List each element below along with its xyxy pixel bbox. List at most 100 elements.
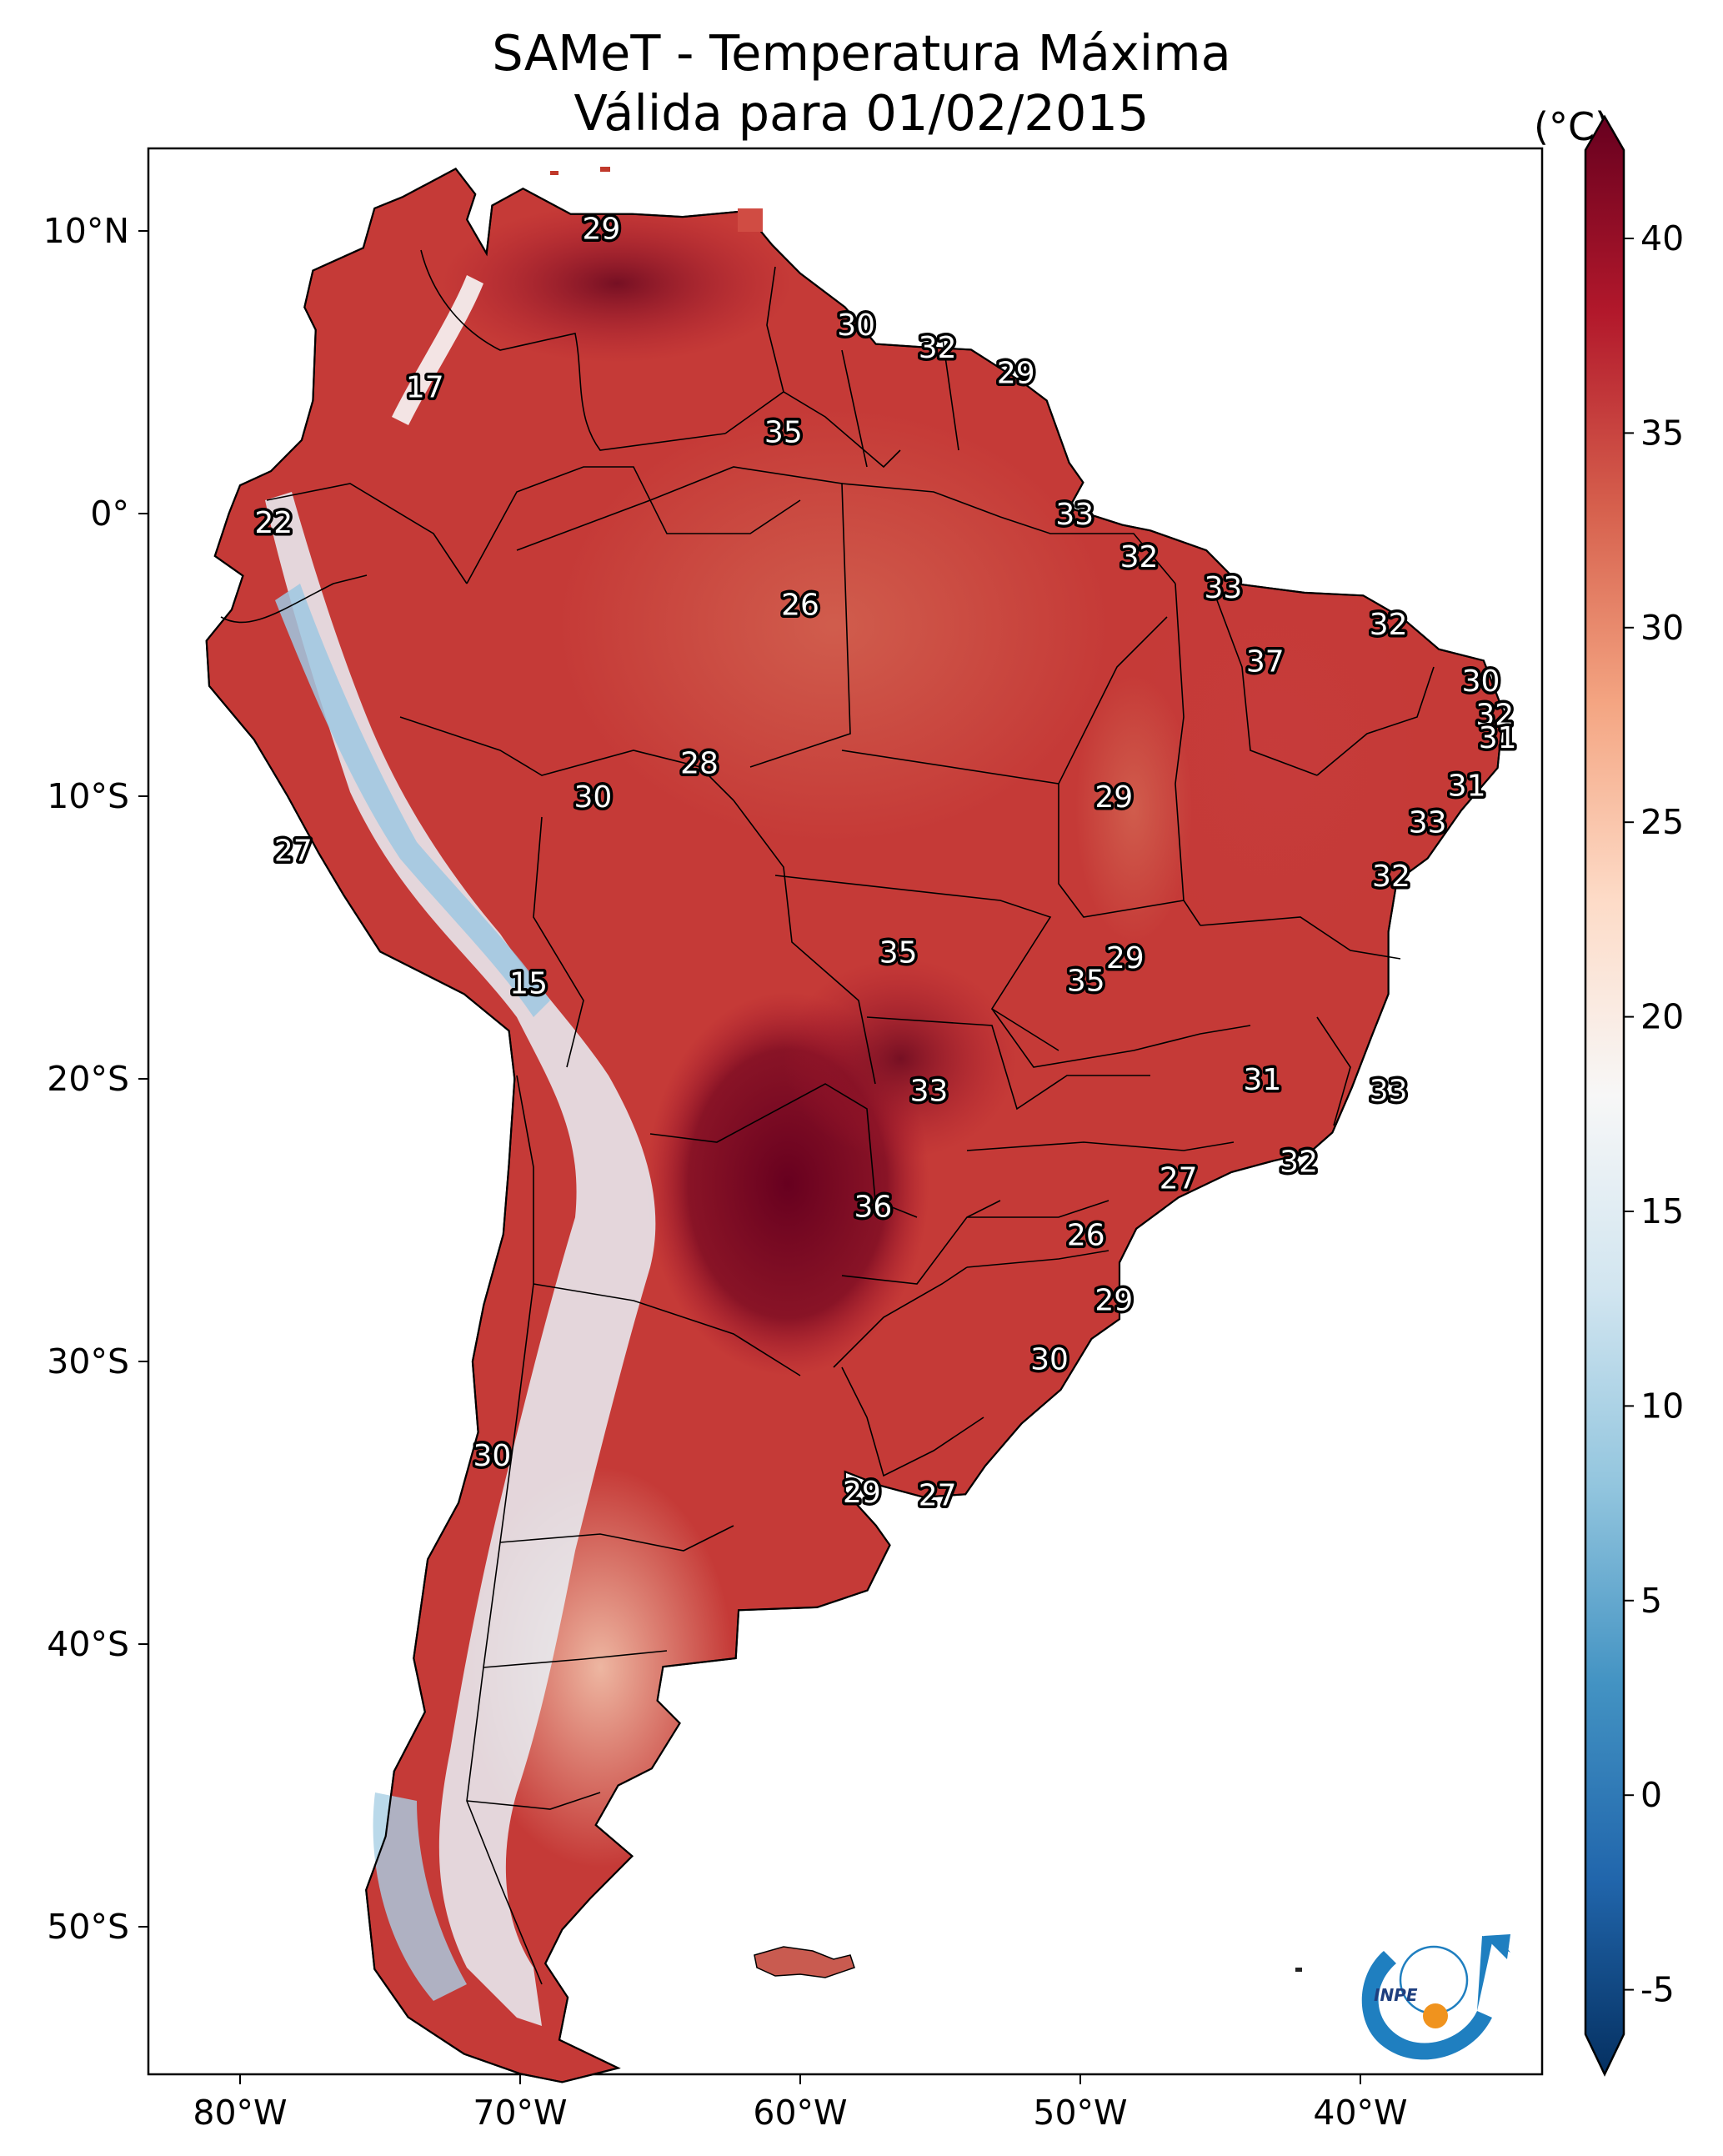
patagonia-cold-band	[373, 1792, 467, 2001]
lat-tick-label: 10°S	[47, 776, 129, 816]
temp-label-minas-gerais: 31	[1243, 1063, 1281, 1097]
border-sp-mg-rj	[966, 1141, 1235, 1151]
border-bahia-mg	[1200, 916, 1401, 960]
temp-label-tocantins: 29	[1094, 780, 1133, 815]
warm-zone-amazonia	[558, 409, 1109, 842]
temp-label-amapa: 33	[1055, 498, 1094, 532]
border-para-mato-grosso	[841, 616, 1168, 785]
warm-zone-northeast	[1125, 550, 1425, 950]
border-tocantins	[1058, 784, 1185, 918]
border-santa-catarina	[966, 1250, 1109, 1268]
falkland-islands	[754, 1946, 855, 1978]
lat-tick-label: 20°S	[47, 1059, 129, 1099]
colorbar-tick-label: -5	[1640, 1970, 1675, 2010]
colorbar-ticks: 40 35 30 25 20 15 10 5 0 -5	[1624, 218, 1684, 2010]
temp-label-goias: 35	[1067, 964, 1105, 998]
border-paraguay-brazil-south	[841, 1200, 1001, 1285]
border-goias-mg	[991, 1008, 1251, 1068]
colorbar-tick-label: 0	[1640, 1775, 1662, 1815]
border-es	[1316, 1016, 1351, 1126]
temp-label-uruguay-east: 27	[919, 1478, 957, 1512]
temp-label-amazonas: 26	[781, 588, 819, 622]
colorbar-bar	[1584, 114, 1625, 2077]
temp-label-bolivia-andes: 15	[509, 967, 548, 1001]
border-amazonas-para	[516, 466, 851, 768]
temp-label-rn: 30	[1462, 664, 1500, 699]
temp-label-sao-paulo: 27	[1160, 1162, 1198, 1196]
longitude-ticks: 80°W 70°W 60°W 50°W 40°W	[193, 2074, 1408, 2133]
colorbar-tick-label: 35	[1640, 413, 1684, 453]
border-venezuela-brazil	[724, 391, 901, 469]
temp-label-paraguay: 36	[854, 1191, 892, 1225]
border-bolivia-paraguay	[649, 1083, 918, 1218]
border-ecuador-peru	[220, 574, 368, 624]
lat-tick-label: 30°S	[47, 1341, 129, 1381]
heat-zone-mato-grosso-sul	[784, 959, 1017, 1159]
lat-tick-label: 50°S	[47, 1907, 129, 1947]
logo-sun-icon	[1423, 2003, 1448, 2028]
border-venezuela-guyana	[766, 266, 784, 393]
border-uruguay	[841, 1366, 984, 1477]
temp-label-piaui: 37	[1246, 644, 1285, 679]
border-parana	[967, 1200, 1109, 1218]
colorbar-tick-label: 15	[1640, 1191, 1684, 1231]
colorbar: 40 35 30 25 20 15 10 5 0 -5	[1584, 114, 1684, 2077]
border-ms-sp	[866, 1016, 1150, 1111]
temp-label-alagoas: 31	[1448, 769, 1486, 803]
temp-label-chile-central: 30	[473, 1439, 511, 1473]
temp-label-goias-north: 29	[1106, 941, 1144, 975]
border-ne-states	[1316, 666, 1435, 776]
temp-label-maranhao: 33	[1204, 571, 1242, 605]
inpe-logo: INPE	[1361, 1934, 1510, 2060]
lon-tick-label: 40°W	[1313, 2093, 1407, 2133]
lon-tick-label: 50°W	[1033, 2093, 1127, 2133]
temp-label-pernambuco: 31	[1479, 721, 1517, 755]
warm-zone-tocantins	[1075, 675, 1192, 942]
border-argentina-brazil	[833, 1266, 968, 1368]
lat-tick-label: 0°	[90, 494, 129, 534]
border-guyana-suriname	[841, 349, 868, 468]
temp-label-guyana: 30	[837, 308, 875, 343]
title-line-1: SAMeT - Temperatura Máxima	[492, 24, 1231, 82]
island-fragment-3	[1295, 1968, 1302, 1972]
border-peru-bolivia	[533, 816, 584, 1068]
chart-title: SAMeT - Temperatura Máxima Válida para 0…	[0, 23, 1723, 143]
border-argentine-patagonia	[483, 1650, 668, 1668]
logo-arc-icon	[1361, 1951, 1492, 2060]
border-colombia-venezuela	[420, 249, 726, 451]
colombia-andes-band	[392, 275, 483, 425]
temp-label-mato-grosso-sul: 33	[910, 1075, 949, 1109]
colorbar-tick-label: 10	[1640, 1386, 1684, 1426]
lon-tick-label: 60°W	[753, 2093, 847, 2133]
temp-label-peru-coast: 27	[274, 834, 313, 868]
island-trinidad	[738, 208, 763, 232]
colorbar-tick-label: 30	[1640, 608, 1684, 648]
border-para-north	[841, 483, 1176, 584]
border-maranhao-piaui	[1175, 583, 1201, 926]
temp-label-santa-catarina: 29	[1094, 1283, 1133, 1317]
temp-label-bahia-coast: 32	[1372, 860, 1410, 894]
border-piaui-ceara	[1216, 599, 1318, 776]
colorbar-tick-label: 40	[1640, 218, 1684, 258]
lon-tick-label: 70°W	[473, 2093, 567, 2133]
colorbar-tick-label: 20	[1640, 997, 1684, 1037]
border-argentine-provinces	[533, 1283, 801, 1376]
border-bolivia-brazil	[733, 800, 876, 1085]
border-argentine-pampa	[499, 1525, 734, 1552]
heat-zone-venezuela	[442, 204, 792, 363]
temp-label-para-coast: 32	[1120, 540, 1159, 574]
lat-tick-label: 40°S	[47, 1624, 129, 1664]
temp-label-colombia: 17	[406, 370, 444, 404]
temp-label-ecuador: 22	[254, 506, 293, 540]
political-borders	[220, 249, 1435, 1985]
temp-label-venezuela-north: 29	[583, 213, 621, 247]
temp-label-french-guiana: 29	[997, 357, 1035, 391]
border-argentine-santa-cruz	[466, 1792, 601, 1810]
latitude-ticks: 10°N 0° 10°S 20°S 30°S 40°S 50°S	[43, 211, 148, 1947]
temp-label-suriname: 32	[919, 331, 957, 365]
island-fragment-1	[600, 167, 610, 172]
island-fragment-2	[550, 171, 558, 175]
temp-label-mato-grosso: 35	[879, 935, 918, 970]
